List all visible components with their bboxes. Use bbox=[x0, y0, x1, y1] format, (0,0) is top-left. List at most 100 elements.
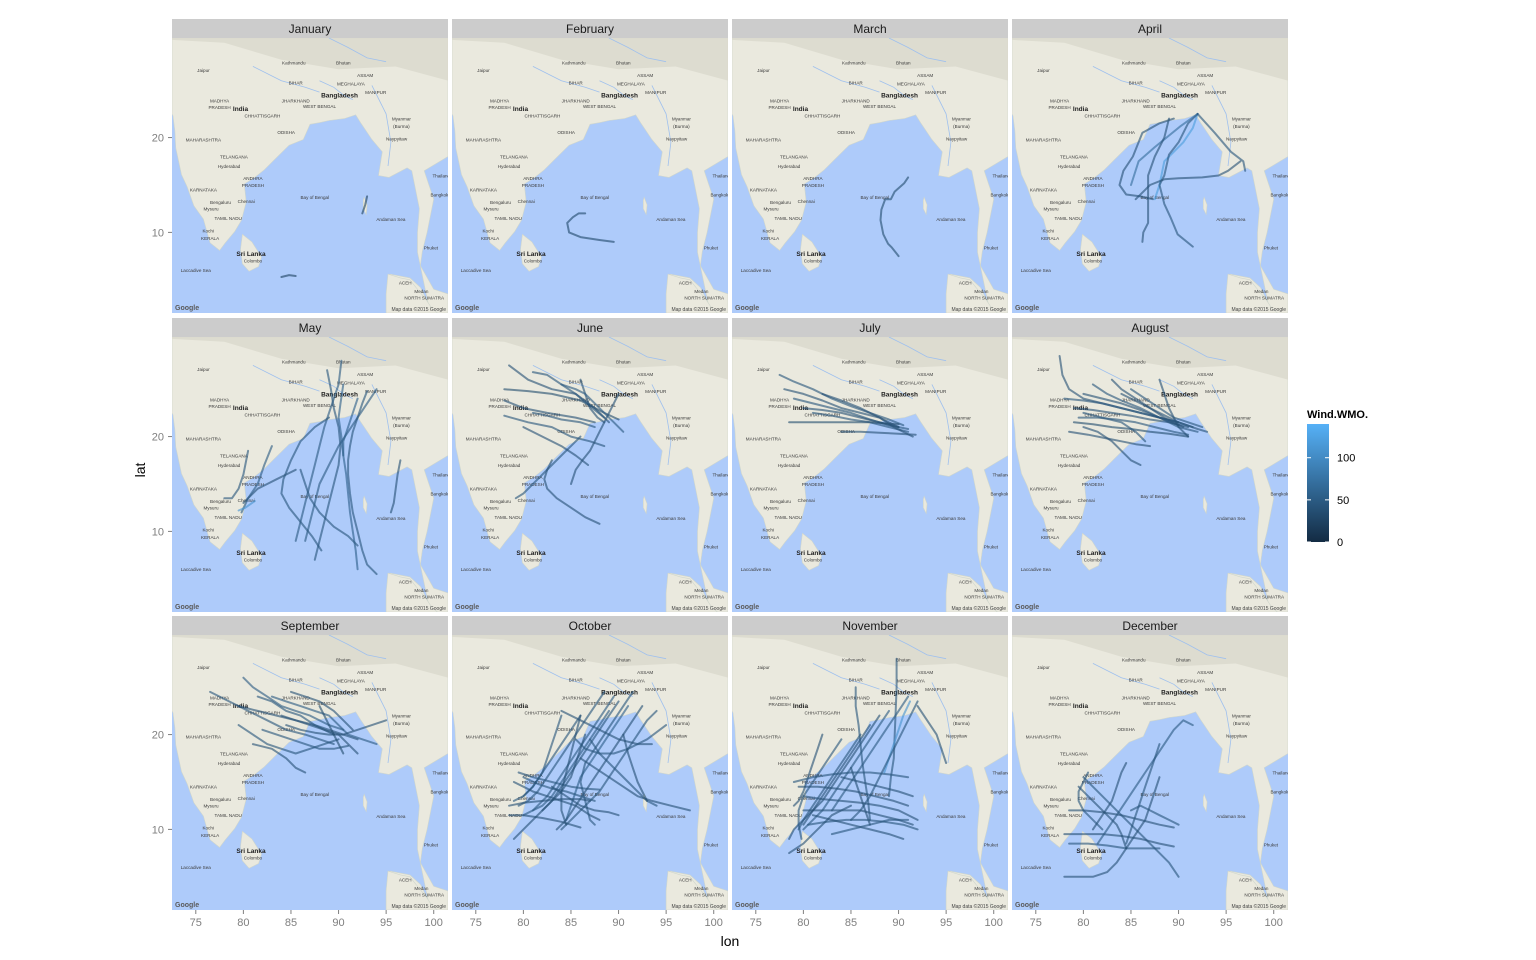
map-label: PRADESH bbox=[1082, 183, 1104, 188]
cyclone-track-november-19 bbox=[788, 804, 852, 855]
map-label: Mysuru bbox=[1043, 804, 1059, 809]
cyclone-track-october-22 bbox=[622, 733, 649, 802]
map-label: ASSAM bbox=[357, 372, 373, 377]
legend-colorbar bbox=[1307, 424, 1329, 542]
map-label: PRADESH bbox=[522, 183, 544, 188]
river bbox=[371, 384, 392, 466]
map-label: NORTH SUMATRA bbox=[684, 296, 725, 301]
cyclone-track-october-1 bbox=[517, 690, 606, 807]
cyclone-track-june-12 bbox=[543, 459, 601, 525]
map-label: KERALA bbox=[1041, 236, 1060, 241]
map-label: Bengaluru bbox=[210, 200, 231, 205]
map-label: TAMIL NADU bbox=[1055, 813, 1082, 818]
cyclone-track-june-3 bbox=[503, 399, 596, 424]
river bbox=[888, 38, 947, 63]
land-mass bbox=[1203, 495, 1208, 515]
map-label: MANIPUR bbox=[1205, 389, 1227, 394]
map-label: PRADESH bbox=[1048, 702, 1070, 707]
river bbox=[608, 635, 667, 660]
river bbox=[319, 80, 353, 100]
map-label: KERALA bbox=[761, 236, 780, 241]
river bbox=[879, 379, 913, 399]
map-credit: Map data ©2015 Google bbox=[1231, 605, 1286, 612]
river bbox=[1211, 384, 1232, 466]
map-label: NORTH SUMATRA bbox=[964, 595, 1005, 600]
map-label: NORTH SUMATRA bbox=[684, 893, 725, 898]
map-label: Jaipur bbox=[197, 665, 210, 670]
map-label: Phuket bbox=[1264, 545, 1279, 550]
map-label: Bangladesh bbox=[601, 93, 638, 100]
map-label: Kathmandu bbox=[842, 61, 866, 66]
land-mass bbox=[363, 495, 368, 515]
map-label: Bhutan bbox=[616, 61, 631, 66]
map-label: Medan bbox=[694, 588, 708, 593]
x-axis-title: lon bbox=[721, 933, 740, 949]
map-label: ANDHRA bbox=[803, 475, 823, 480]
river bbox=[319, 379, 353, 399]
map-label: KERALA bbox=[1041, 535, 1060, 540]
x-tick-label: 90 bbox=[1172, 917, 1184, 929]
map-label: WEST BENGAL bbox=[303, 104, 337, 109]
river bbox=[532, 663, 600, 690]
map-label: Medan bbox=[414, 289, 428, 294]
map-label: ODISHA bbox=[557, 727, 576, 732]
cyclone-track-october-9 bbox=[522, 714, 563, 798]
map-label: ASSAM bbox=[917, 73, 933, 78]
map-label: PRADESH bbox=[768, 404, 790, 409]
river bbox=[1159, 379, 1193, 399]
cyclone-track-october-15 bbox=[508, 798, 591, 807]
map-label: KARNATAKA bbox=[1030, 487, 1058, 492]
map-label: ODISHA bbox=[557, 429, 576, 434]
map-label: Bhutan bbox=[896, 61, 911, 66]
map-label: Chennai bbox=[238, 796, 255, 801]
map-label: Bangkok bbox=[430, 789, 449, 794]
map-label: Jaipur bbox=[757, 367, 770, 372]
cyclone-track-november-3 bbox=[830, 695, 910, 812]
cyclone-track-december-5 bbox=[1077, 771, 1104, 831]
map-label: ACEH bbox=[959, 580, 972, 585]
map-label: Hyderabad bbox=[778, 761, 801, 766]
map-label: Bay of Bengal bbox=[580, 195, 609, 200]
cyclone-track-june-1 bbox=[508, 364, 610, 424]
map-label: Myanmar bbox=[1232, 714, 1252, 719]
map-label: MEGHALAYA bbox=[337, 678, 366, 683]
map-credit: Map data ©2015 Google bbox=[391, 605, 446, 612]
map-label: Mysuru bbox=[483, 804, 499, 809]
cyclone-track-may-2 bbox=[313, 369, 342, 561]
panel-october: October India Bangladesh Myanmar (Burma) Bhut… bbox=[452, 616, 728, 910]
map-label: PRADESH bbox=[488, 105, 510, 110]
map-label: PRADESH bbox=[768, 702, 790, 707]
map-label: ODISHA bbox=[557, 130, 576, 135]
map-label: TAMIL NADU bbox=[1055, 515, 1082, 520]
map-label: ASSAM bbox=[1197, 372, 1213, 377]
map-label: Phuket bbox=[984, 246, 999, 251]
map-label: Andaman Sea bbox=[1216, 814, 1246, 819]
cyclone-track-october-7 bbox=[531, 709, 610, 812]
map-label: MAHARASHTRA bbox=[1026, 436, 1062, 441]
terrain-shading bbox=[452, 635, 728, 678]
strip-label-march: March bbox=[853, 22, 886, 36]
map-label: (Burma) bbox=[673, 721, 690, 726]
map-label: ASSAM bbox=[357, 670, 373, 675]
map-label: ANDHRA bbox=[803, 176, 823, 181]
cyclone-track-november-18 bbox=[854, 686, 871, 821]
map-label: ACEH bbox=[679, 281, 692, 286]
map-label: ASSAM bbox=[917, 372, 933, 377]
map-label: JHARKHAND bbox=[1122, 99, 1151, 104]
map-label: Bay of Bengal bbox=[860, 494, 889, 499]
map-label: Naypyitaw bbox=[666, 136, 688, 141]
cyclone-track-december-11 bbox=[1130, 804, 1180, 826]
y-axis-title: lat bbox=[132, 463, 148, 478]
map-label: Phuket bbox=[424, 246, 439, 251]
map-label: Kochi bbox=[1042, 228, 1054, 233]
map-label: Laccadive Sea bbox=[461, 268, 492, 273]
map-label: Myanmar bbox=[672, 416, 692, 421]
map-label: ASSAM bbox=[1197, 73, 1213, 78]
map-label: JHARKHAND bbox=[1122, 696, 1151, 701]
map-label: Sri Lanka bbox=[236, 251, 266, 258]
map-label: Kochi bbox=[482, 825, 494, 830]
x-tick-label: 80 bbox=[237, 917, 249, 929]
land-mass bbox=[1203, 793, 1208, 813]
map-label: TAMIL NADU bbox=[775, 813, 802, 818]
cyclone-track-december-4 bbox=[1077, 785, 1128, 850]
